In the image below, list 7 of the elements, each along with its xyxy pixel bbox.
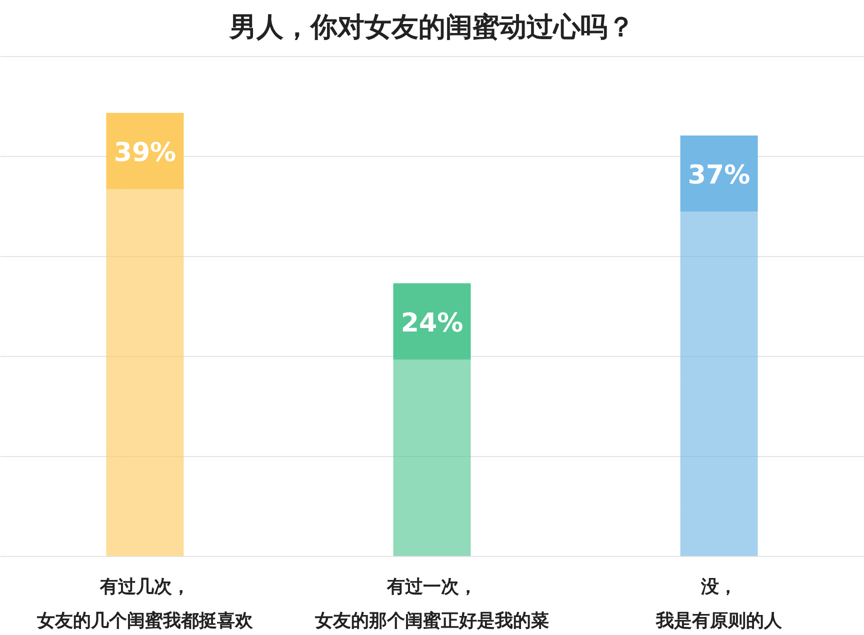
x-tick-label: 没，我是有原则的人 xyxy=(655,576,784,632)
x-tick-label: 有过一次，女友的那个闺蜜正好是我的菜 xyxy=(314,576,549,632)
data-label: 37% xyxy=(688,160,750,191)
data-label: 39% xyxy=(114,138,176,168)
chart-title: 男人，你对女友的闺蜜动过心吗？ xyxy=(228,12,634,43)
data-label: 24% xyxy=(400,308,464,338)
x-tick-label: 有过几次，女友的几个闺蜜我都挺喜欢 xyxy=(36,576,254,632)
